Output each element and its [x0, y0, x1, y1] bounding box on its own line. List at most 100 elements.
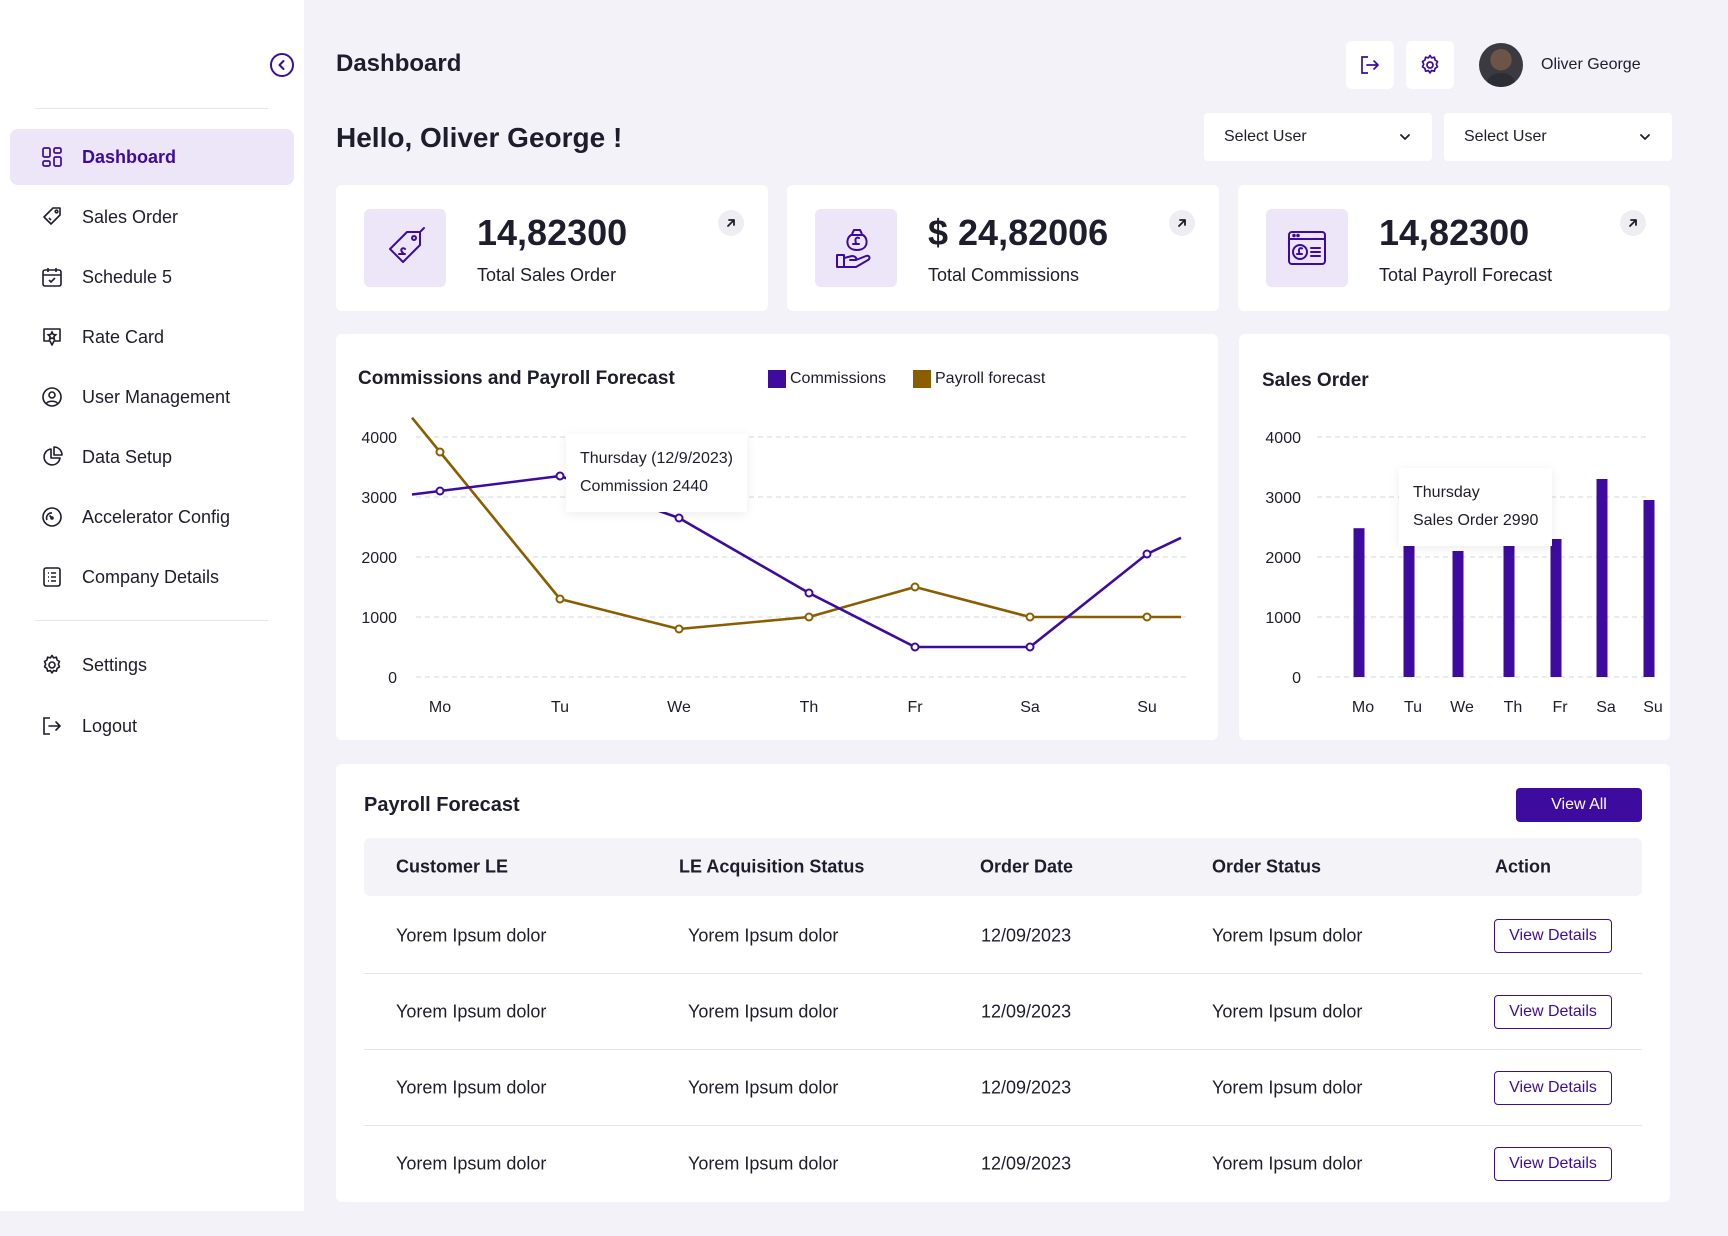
- data-point-commissions: [1025, 642, 1035, 652]
- table-title: Payroll Forecast: [364, 794, 520, 816]
- y-tick-label: 3000: [1265, 490, 1301, 507]
- open-stat-button[interactable]: [718, 210, 744, 236]
- y-tick-label: 0: [388, 670, 397, 687]
- tooltip-line: Thursday: [1413, 484, 1480, 501]
- sidebar-item-rate-card[interactable]: Rate Card: [10, 309, 294, 365]
- data-point-commissions: [804, 588, 814, 598]
- arrow-up-right-icon: [1178, 219, 1186, 227]
- sidebar-item-label: Company Details: [82, 566, 220, 587]
- price-tag-icon: [364, 209, 446, 287]
- select-user-dropdown[interactable]: Select User: [1444, 113, 1672, 161]
- x-tick-label: We: [667, 699, 691, 716]
- legend-label: Commissions: [790, 370, 887, 387]
- sidebar-item-label: Schedule 5: [82, 266, 173, 287]
- stat-card-sales-order: 14,82300 Total Sales Order: [336, 185, 768, 311]
- stat-value: 14,82300: [1379, 212, 1530, 253]
- settings-button[interactable]: [1406, 41, 1454, 89]
- cell-customer: Yorem Ipsum dolor: [396, 1001, 547, 1021]
- stat-card-payroll-forecast: 14,82300 Total Payroll Forecast: [1238, 185, 1670, 311]
- stat-card-commissions: $ 24,82006 Total Commissions: [787, 185, 1219, 311]
- chart-title: Sales Order: [1262, 370, 1369, 391]
- logout-icon: [1361, 56, 1379, 74]
- legend-swatch: [913, 370, 931, 388]
- select-value: Select User: [1464, 128, 1547, 145]
- sales-order-chart-card: Sales Order 0 1000 2000 3000 4000 Mo Tu We Th Fr S…: [1239, 334, 1670, 740]
- page-title: Dashboard: [336, 50, 462, 77]
- star-chat-icon: [40, 325, 64, 349]
- data-point-commissions: [1142, 549, 1152, 559]
- cell-acquisition: Yorem Ipsum dolor: [688, 1001, 839, 1021]
- bar-tu: [1403, 503, 1415, 677]
- gear-icon: [40, 653, 64, 677]
- sidebar-item-sales-order[interactable]: Sales Order: [10, 189, 294, 245]
- bar-chart: 0 1000 2000 3000 4000 Mo Tu We Th Fr Sa Su: [1265, 430, 1663, 716]
- collapse-sidebar-button[interactable]: [270, 53, 294, 77]
- sidebar-item-schedule-5[interactable]: Schedule 5: [10, 249, 294, 305]
- stat-value: $ 24,82006: [928, 212, 1109, 253]
- commissions-payroll-chart-card: Commissions and Payroll Forecast Commiss…: [336, 334, 1218, 740]
- sidebar-item-accelerator-config[interactable]: Accelerator Config: [10, 489, 294, 545]
- line-chart: 0 1000 2000 3000 4000 Mo Tu We Th Fr Sa Su: [361, 416, 1188, 716]
- y-tick-label: 0: [1292, 670, 1301, 687]
- sidebar-item-logout[interactable]: Logout: [10, 698, 294, 754]
- bar-mo: [1353, 528, 1365, 677]
- data-point-payroll-forecast: [910, 582, 920, 592]
- stat-label: Total Payroll Forecast: [1379, 265, 1553, 285]
- view-details-button[interactable]: View Details: [1494, 1147, 1612, 1181]
- x-tick-label: Sa: [1596, 699, 1616, 716]
- cell-customer: Yorem Ipsum dolor: [396, 925, 547, 945]
- cell-date: 12/09/2023: [981, 1077, 1072, 1097]
- legend-label: Payroll forecast: [935, 370, 1046, 387]
- y-tick-label: 4000: [361, 430, 397, 447]
- dashboard-icon: [40, 145, 64, 169]
- select-user-dropdown[interactable]: Select User: [1204, 113, 1432, 161]
- user-circle-icon: [40, 385, 64, 409]
- sidebar: Dashboard Sales Order Schedule 5 Rate Ca…: [0, 0, 304, 1211]
- x-tick-label: Fr: [907, 699, 923, 716]
- gauge-icon: [40, 505, 64, 529]
- open-stat-button[interactable]: [1620, 210, 1646, 236]
- column-header: Customer LE: [396, 856, 509, 877]
- bar-sa: [1596, 479, 1608, 677]
- chevron-down-icon: [1400, 134, 1410, 140]
- stat-label: Total Sales Order: [477, 265, 617, 285]
- sidebar-item-label: Logout: [82, 715, 138, 736]
- x-tick-label: Su: [1643, 699, 1663, 716]
- user-name[interactable]: Oliver George: [1541, 56, 1641, 73]
- view-details-button[interactable]: View Details: [1494, 994, 1612, 1029]
- bar-we: [1452, 551, 1464, 677]
- logout-button[interactable]: [1346, 41, 1394, 89]
- chevron-left-icon: [278, 60, 285, 70]
- x-tick-label: Sa: [1020, 699, 1040, 716]
- avatar[interactable]: [1479, 43, 1523, 87]
- data-point-commissions: [910, 642, 920, 652]
- view-details-button[interactable]: View Details: [1494, 918, 1612, 953]
- table-header: Customer LE LE Acquisition Status Order …: [364, 838, 1642, 896]
- list-document-icon: [40, 565, 64, 589]
- sidebar-item-company-details[interactable]: Company Details: [10, 549, 294, 605]
- legend-payroll-forecast[interactable]: Payroll forecast: [913, 370, 1045, 388]
- cell-date: 12/09/2023: [981, 925, 1072, 945]
- stat-label: Total Commissions: [928, 265, 1080, 285]
- sidebar-item-dashboard[interactable]: Dashboard: [10, 129, 294, 185]
- column-header: Action: [1495, 856, 1551, 877]
- legend-swatch: [768, 370, 786, 388]
- sidebar-item-user-management[interactable]: User Management: [10, 369, 294, 425]
- column-header: Order Date: [980, 856, 1074, 877]
- sidebar-item-settings[interactable]: Settings: [10, 637, 294, 693]
- table-row: Yorem Ipsum dolor Yorem Ipsum dolor 12/0…: [364, 1126, 1642, 1202]
- cell-acquisition: Yorem Ipsum dolor: [688, 1077, 839, 1097]
- view-all-button[interactable]: View All: [1516, 788, 1642, 822]
- y-tick-label: 2000: [1265, 550, 1301, 567]
- open-stat-button[interactable]: [1169, 210, 1195, 236]
- view-details-button[interactable]: View Details: [1494, 1070, 1612, 1105]
- sidebar-item-data-setup[interactable]: Data Setup: [10, 429, 294, 485]
- sidebar-divider: [35, 620, 268, 621]
- cell-date: 12/09/2023: [981, 1001, 1072, 1021]
- legend-commissions[interactable]: Commissions: [768, 370, 886, 388]
- chevron-down-icon: [1640, 134, 1650, 140]
- column-header: LE Acquisition Status: [679, 856, 865, 877]
- tooltip-line: Commission 2440: [580, 478, 709, 495]
- series-line-payroll-forecast: [410, 416, 1181, 631]
- data-point-commissions: [435, 486, 445, 496]
